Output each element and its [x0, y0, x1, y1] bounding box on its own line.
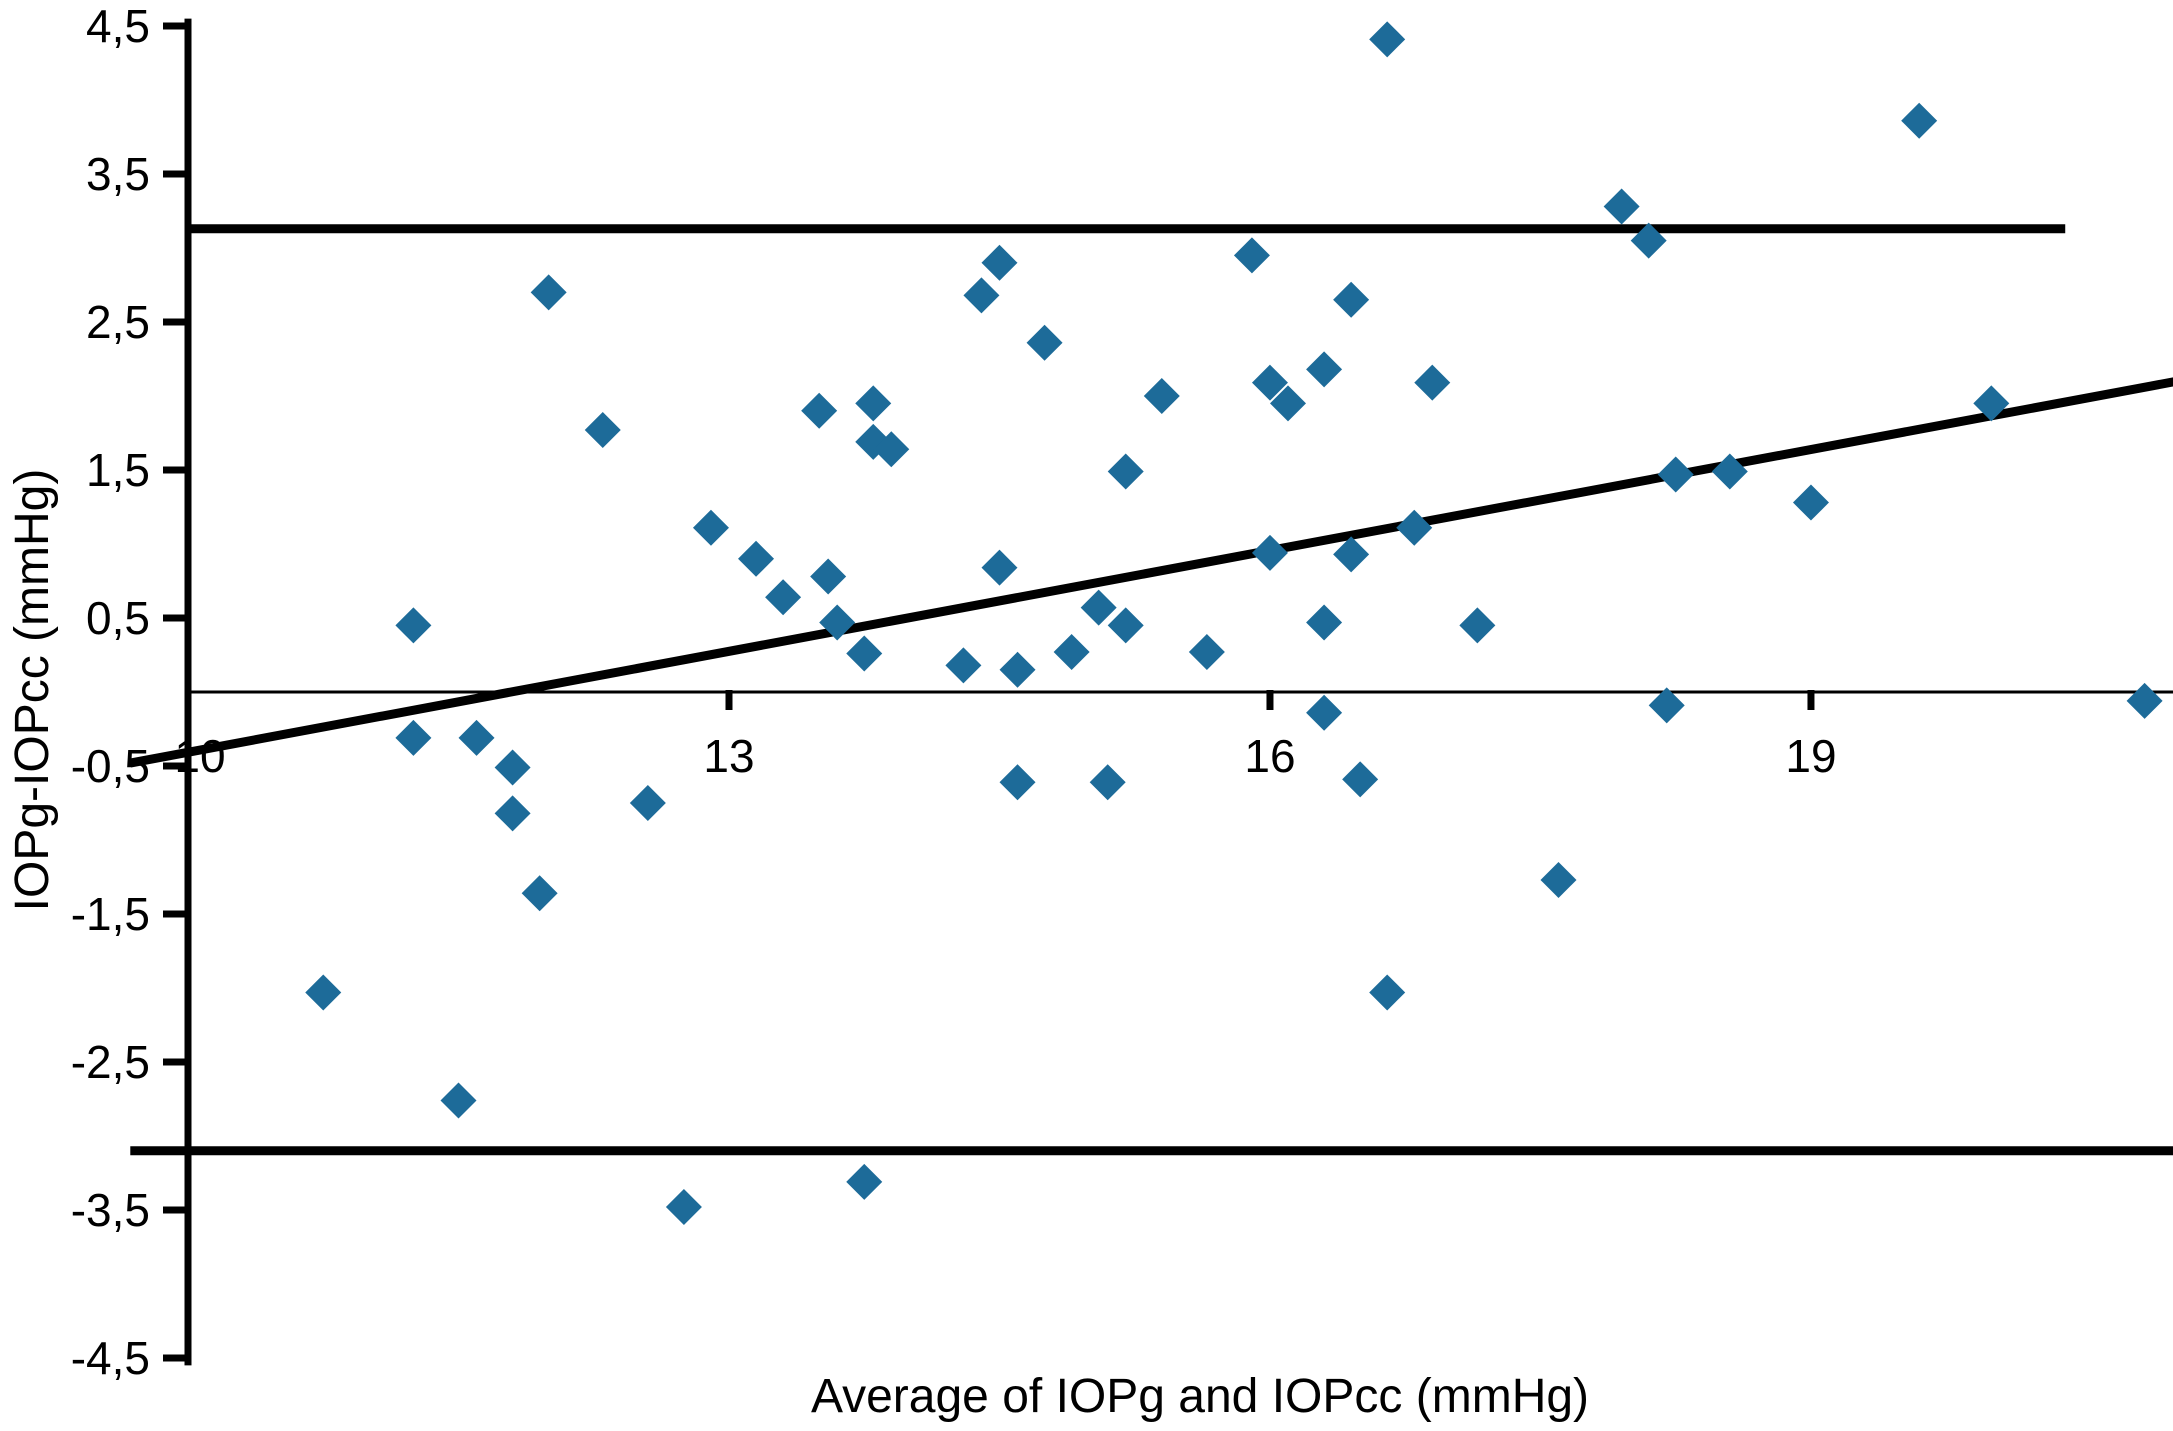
data-point	[1306, 604, 1343, 641]
data-point	[530, 274, 567, 311]
data-point	[1648, 687, 1685, 724]
data-point	[981, 244, 1018, 281]
y-tick-label: -1,5	[71, 888, 150, 940]
y-tick-label: -3,5	[71, 1184, 150, 1236]
data-point	[765, 579, 802, 616]
data-point	[873, 431, 910, 468]
data-point	[810, 558, 847, 595]
data-point	[855, 385, 892, 422]
data-point	[1107, 607, 1144, 644]
data-point	[305, 974, 342, 1011]
data-point	[1973, 385, 2010, 422]
data-point	[1270, 385, 1307, 422]
data-points	[305, 21, 2163, 1226]
data-point	[395, 607, 432, 644]
data-point	[2126, 682, 2163, 719]
data-point	[801, 392, 838, 429]
data-point	[1414, 364, 1451, 401]
data-point	[458, 719, 495, 756]
data-point	[1603, 188, 1640, 225]
data-point	[1657, 456, 1694, 493]
data-point	[1306, 694, 1343, 731]
data-point	[1711, 453, 1748, 490]
data-point	[1188, 634, 1225, 671]
data-point	[1369, 974, 1406, 1011]
data-point	[629, 785, 666, 821]
data-point	[1089, 764, 1126, 801]
data-point	[1053, 634, 1090, 671]
data-point	[1901, 102, 1938, 139]
y-tick-label: -0,5	[71, 740, 150, 792]
data-point	[1369, 21, 1406, 58]
data-point	[846, 1163, 883, 1200]
reference-lines	[129, 224, 2173, 1156]
data-point	[395, 719, 432, 756]
data-point	[1630, 222, 1667, 259]
data-point	[846, 635, 883, 672]
y-tick-label: 3,5	[86, 148, 150, 200]
data-point	[494, 749, 531, 786]
data-point	[1251, 364, 1288, 401]
data-point	[1342, 761, 1379, 798]
trend-line	[129, 377, 2173, 768]
x-tick-label: 13	[703, 730, 754, 782]
data-point	[494, 795, 531, 832]
data-point	[1333, 536, 1370, 573]
data-point	[1333, 281, 1370, 318]
y-tick-label: 4,5	[86, 0, 150, 52]
y-tick-label: -4,5	[71, 1332, 150, 1384]
data-point	[1233, 237, 1270, 274]
data-point	[1251, 534, 1288, 571]
data-point	[738, 540, 775, 577]
y-tick-label: 0,5	[86, 592, 150, 644]
data-point	[584, 412, 621, 449]
data-point	[692, 509, 729, 546]
data-point	[1080, 589, 1117, 626]
data-point	[440, 1082, 477, 1119]
y-tick-label: 1,5	[86, 444, 150, 496]
data-point	[1143, 378, 1180, 414]
data-point	[1306, 351, 1343, 388]
data-point	[945, 647, 982, 684]
data-point	[665, 1189, 702, 1226]
data-point	[999, 651, 1036, 688]
data-point	[1026, 324, 1063, 361]
x-tick-label: 10	[174, 730, 225, 782]
data-point	[963, 277, 1000, 314]
data-point	[819, 604, 856, 641]
data-point	[999, 764, 1036, 801]
data-point	[1792, 484, 1829, 521]
axis-tick-labels: 4,5 3,5 2,5 1,5 0,5 -0,5 -1,5 -2,5 -3,5 -4,5 10 13 1…	[71, 0, 1837, 1384]
data-point	[1396, 509, 1433, 546]
axis-ticks	[163, 22, 1815, 1362]
data-point	[1107, 453, 1144, 490]
data-point	[521, 875, 558, 912]
y-axis-title: IOPg-IOPcc (mmHg)	[6, 469, 59, 912]
y-tick-label: 2,5	[86, 296, 150, 348]
data-point	[981, 549, 1018, 586]
data-point	[1459, 607, 1496, 644]
x-axis-title: Average of IOPg and IOPcc (mmHg)	[811, 1370, 1589, 1423]
data-point	[1540, 861, 1577, 898]
y-tick-label: -2,5	[71, 1036, 150, 1088]
x-tick-label: 16	[1244, 730, 1295, 782]
x-tick-label: 19	[1785, 730, 1836, 782]
